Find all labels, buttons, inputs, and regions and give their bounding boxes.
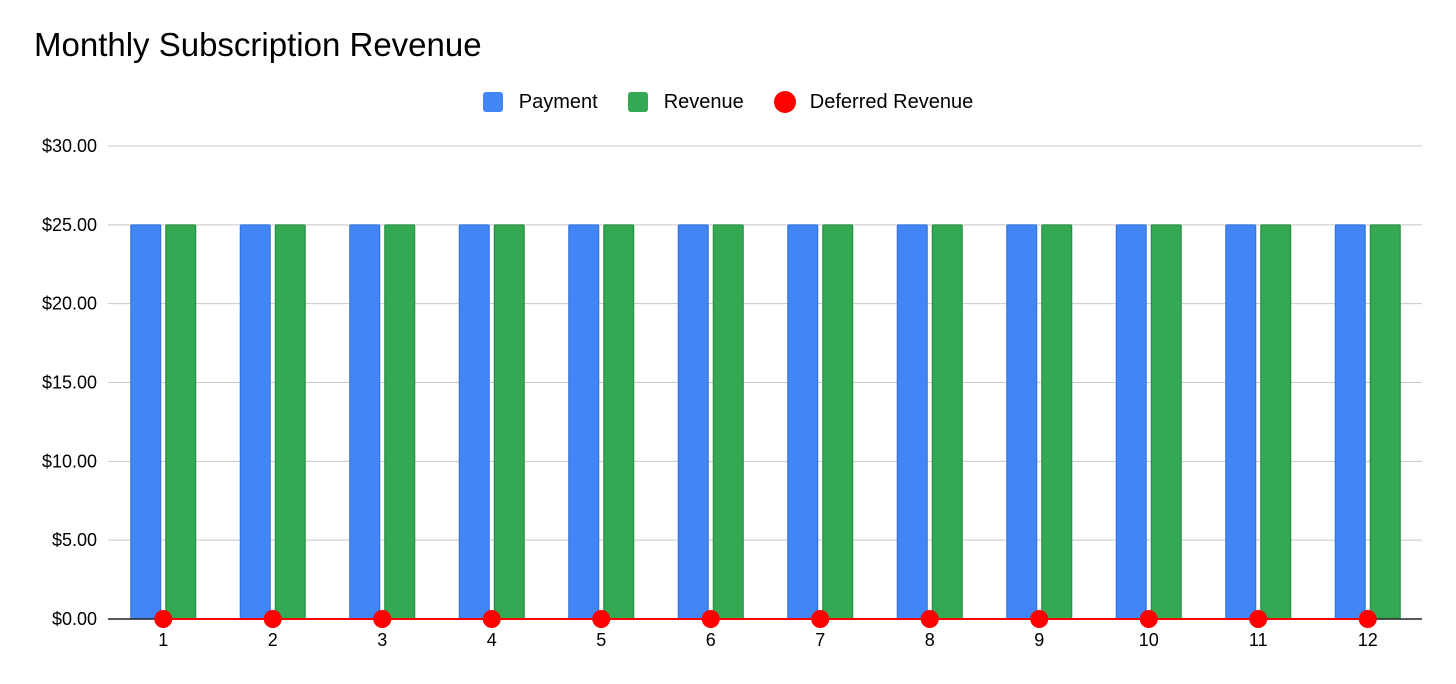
deferred-revenue-point[interactable]	[701, 610, 720, 628]
deferred-revenue-point[interactable]	[1139, 610, 1158, 628]
y-tick-label: $0.00	[52, 609, 97, 629]
y-tick-label: $10.00	[42, 451, 97, 471]
x-tick-label: 2	[268, 630, 278, 650]
legend-label-payment: Payment	[518, 90, 598, 113]
x-tick-label: 11	[1249, 630, 1268, 650]
legend-label-revenue: Revenue	[663, 90, 744, 113]
deferred-revenue-point[interactable]	[154, 610, 173, 628]
chart-legend: Payment Revenue Deferred Revenue	[0, 88, 1456, 116]
x-tick-label: 7	[815, 630, 825, 650]
bar-payment[interactable]	[1334, 224, 1366, 620]
revenue-swatch-icon	[627, 92, 648, 112]
bar-revenue[interactable]	[822, 224, 854, 620]
bar-payment[interactable]	[568, 224, 600, 620]
x-tick-label: 4	[487, 630, 497, 650]
y-tick-label: $30.00	[42, 136, 97, 156]
bar-payment[interactable]	[677, 224, 709, 620]
x-tick-label: 10	[1139, 630, 1159, 650]
deferred-revenue-point[interactable]	[920, 610, 939, 628]
x-axis-ticks: 1 2 3 4 5 6 7 8 9 10 11 12	[158, 630, 1378, 650]
x-tick-label: 9	[1034, 630, 1044, 650]
bar-payment[interactable]	[1006, 224, 1038, 620]
bar-revenue[interactable]	[1041, 224, 1073, 620]
y-tick-label: $15.00	[42, 373, 97, 393]
bar-payment[interactable]	[787, 224, 819, 620]
deferred-revenue-point[interactable]	[1030, 610, 1049, 628]
bar-revenue[interactable]	[165, 224, 197, 620]
bar-payment[interactable]	[458, 224, 490, 620]
y-tick-label: $20.00	[42, 294, 97, 314]
bar-payment[interactable]	[896, 224, 928, 620]
x-tick-label: 12	[1358, 630, 1378, 650]
chart-title: Monthly Subscription Revenue	[34, 26, 482, 63]
y-tick-label: $5.00	[52, 530, 97, 550]
deferred-revenue-point[interactable]	[592, 610, 611, 628]
y-tick-label: $25.00	[42, 215, 97, 235]
legend-label-deferred-revenue: Deferred Revenue	[809, 90, 974, 113]
bar-payment[interactable]	[1115, 224, 1147, 620]
bar-revenue[interactable]	[384, 224, 416, 620]
deferred-revenue-point[interactable]	[263, 610, 282, 628]
payment-swatch-icon	[482, 92, 503, 112]
bar-revenue[interactable]	[1150, 224, 1182, 620]
x-tick-label: 5	[596, 630, 606, 650]
bar-payment[interactable]	[349, 224, 381, 620]
legend-item-payment[interactable]: Payment	[482, 90, 598, 114]
bar-payment[interactable]	[239, 224, 271, 620]
x-tick-label: 6	[706, 630, 716, 650]
bar-payment[interactable]	[1225, 224, 1257, 620]
deferred-revenue-point[interactable]	[1249, 610, 1268, 628]
legend-item-deferred-revenue[interactable]: Deferred Revenue	[773, 90, 974, 114]
legend-item-revenue[interactable]: Revenue	[627, 90, 744, 114]
deferred-revenue-series	[154, 610, 1377, 628]
bar-revenue[interactable]	[931, 224, 963, 620]
bar-revenue[interactable]	[712, 224, 744, 620]
bar-payment[interactable]	[130, 224, 162, 620]
bar-revenue[interactable]	[274, 224, 306, 620]
deferred-revenue-point[interactable]	[811, 610, 830, 628]
bar-revenue[interactable]	[1260, 224, 1292, 620]
deferred-revenue-point[interactable]	[482, 610, 501, 628]
bar-revenue[interactable]	[603, 224, 635, 620]
deferred-revenue-dot-icon	[773, 91, 796, 113]
y-axis-ticks: $0.00 $5.00 $10.00 $15.00 $20.00 $25.00 $30.00	[42, 136, 97, 629]
deferred-revenue-point[interactable]	[373, 610, 392, 628]
bars	[130, 224, 1401, 620]
x-tick-label: 8	[925, 630, 935, 650]
deferred-revenue-point[interactable]	[1358, 610, 1377, 628]
x-tick-label: 3	[377, 630, 387, 650]
bar-revenue[interactable]	[1369, 224, 1401, 620]
x-tick-label: 1	[158, 630, 168, 650]
grid-lines	[108, 145, 1422, 541]
bar-revenue[interactable]	[493, 224, 525, 620]
